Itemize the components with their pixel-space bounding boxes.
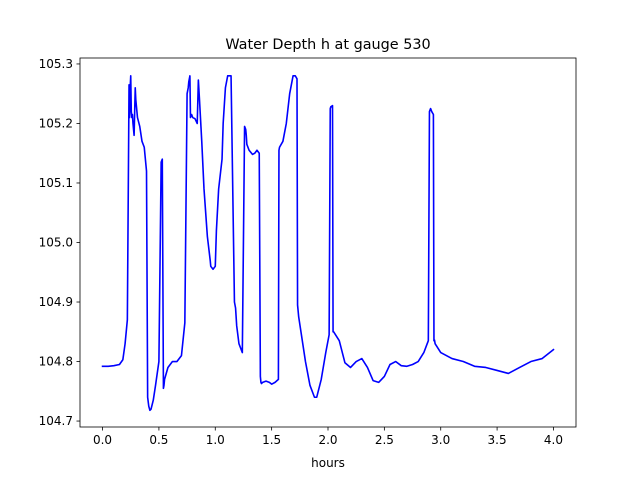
x-tick-label: 0.5 [149,433,168,447]
axis-ticks: 0.0 0.5 1.0 1.5 2.0 2.5 3.0 3.5 4.0 104.7 104.8 104… [39,57,563,447]
x-tick-label: 2.5 [375,433,394,447]
x-tick-label: 3.0 [431,433,450,447]
series-line-0 [101,75,555,412]
y-tick-label: 105.3 [39,57,73,71]
x-tick-label: 4.0 [544,433,563,447]
x-tick-label: 1.5 [262,433,281,447]
y-tick-label: 104.8 [39,355,73,369]
chart-title: Water Depth h at gauge 530 [225,37,430,53]
y-tick-label: 105.2 [39,117,73,131]
x-tick-label: 1.0 [206,433,225,447]
y-tick-label: 104.9 [39,295,73,309]
x-tick-label: 3.5 [488,433,507,447]
x-tick-label: 2.0 [318,433,337,447]
y-tick-label: 105.1 [39,176,73,190]
x-tick-label: 0.0 [93,433,112,447]
y-tick-label: 104.7 [39,414,73,428]
x-axis-label: hours [311,456,345,470]
y-tick-label: 105.0 [39,236,73,250]
